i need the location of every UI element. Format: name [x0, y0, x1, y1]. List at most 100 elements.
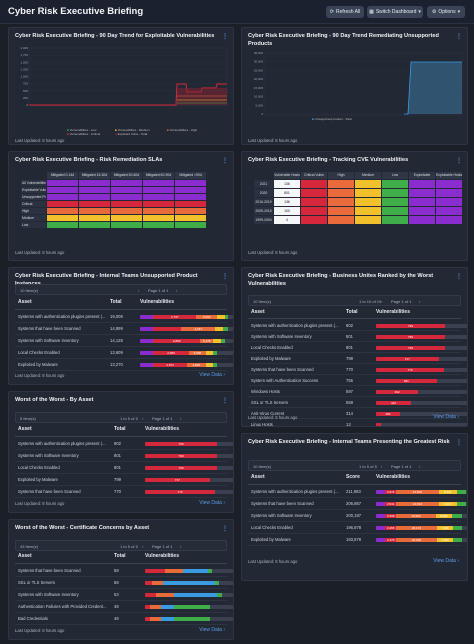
table-row[interactable]: Systems with authentication plugins pres… [15, 311, 233, 323]
cve-cell[interactable] [328, 207, 354, 215]
sla-cell[interactable] [143, 215, 174, 221]
sla-cell[interactable] [143, 201, 174, 207]
view-data-link[interactable]: View Data › [433, 414, 459, 420]
sla-cell[interactable] [111, 222, 142, 228]
sla-cell[interactable] [47, 201, 78, 207]
table-row[interactable]: Systems with Software Inventory 801 799 [248, 331, 467, 342]
panel-menu-icon[interactable]: ⋮ [222, 398, 228, 404]
asset-name[interactable]: Systems that have been Scanned [251, 366, 314, 372]
cve-cell[interactable] [328, 216, 354, 224]
table-row[interactable]: Exploited by Malware 799 717 [15, 474, 233, 486]
sla-cell[interactable] [175, 215, 206, 221]
view-data-link[interactable]: View Data › [433, 558, 459, 564]
prev-page-icon[interactable]: ‹ [142, 416, 144, 421]
asset-name[interactable]: Local Checks Enabled [251, 344, 293, 350]
table-row[interactable]: System with Authentication Success 755 691 [248, 375, 467, 386]
table-row[interactable]: SSL or TLS Servers 58 [15, 577, 233, 589]
sla-cell[interactable] [143, 208, 174, 214]
cve-cell[interactable] [355, 189, 381, 197]
asset-name[interactable]: Exploited by Malware [251, 537, 291, 542]
sla-cell[interactable] [175, 187, 206, 193]
panel-menu-icon[interactable]: ⋮ [456, 34, 462, 40]
vulnerability-bar[interactable] [376, 422, 467, 426]
vulnerability-bar[interactable]: 770 [145, 490, 233, 494]
asset-name[interactable]: Systems that have been Scanned [18, 326, 81, 331]
sla-cell[interactable] [143, 194, 174, 200]
vulnerability-bar[interactable] [145, 569, 233, 573]
column-header-total[interactable]: Total [346, 309, 358, 315]
vulnerability-bar[interactable]: 770 [376, 367, 467, 372]
sla-cell[interactable] [175, 222, 206, 228]
cve-cell[interactable]: 136 [274, 180, 300, 188]
cve-cell[interactable] [328, 189, 354, 197]
vulnerability-bar[interactable] [145, 593, 233, 597]
vulnerability-bar[interactable]: 2,869 6,178 [140, 339, 233, 343]
table-row[interactable]: Authentication Failures with Provided Cr… [15, 601, 233, 613]
vulnerability-bar[interactable]: 691 [376, 378, 467, 383]
sla-cell[interactable] [47, 208, 78, 214]
column-header-vulnerabilities[interactable]: Vulnerabilities [376, 309, 410, 315]
vulnerability-bar[interactable]: 2,871 4,820 [140, 363, 233, 367]
asset-name[interactable]: Systems with authentication plugins pres… [251, 322, 339, 328]
asset-name[interactable]: Systems with Software Inventory [18, 453, 79, 458]
table-row[interactable]: Systems with authentication plugins pres… [248, 320, 467, 331]
cve-cell[interactable] [382, 189, 408, 197]
asset-name[interactable]: System with Authentication Success [251, 377, 319, 383]
column-header-vulnerabilities[interactable]: Vulnerabilities [376, 474, 410, 480]
sla-cell[interactable] [79, 208, 110, 214]
vulnerability-bar[interactable]: 4,187 [140, 327, 233, 331]
cve-cell[interactable] [355, 198, 381, 206]
cve-cell[interactable] [436, 198, 462, 206]
column-header-vulnerabilities[interactable]: Vulnerabilities [145, 553, 179, 559]
prev-page-icon[interactable]: ‹ [138, 288, 140, 293]
column-header-asset[interactable]: Asset [251, 309, 265, 315]
column-header-asset[interactable]: Asset [18, 299, 32, 305]
cve-cell[interactable] [301, 189, 327, 197]
table-row[interactable]: Systems that have been Scanned 58 [15, 565, 233, 577]
column-header-asset[interactable]: Asset [18, 553, 32, 559]
panel-menu-icon[interactable]: ⋮ [222, 274, 228, 280]
panel-menu-icon[interactable]: ⋮ [222, 526, 228, 532]
column-header-total[interactable]: Total [110, 299, 122, 305]
sla-cell[interactable] [175, 208, 206, 214]
asset-name[interactable]: Systems with authentication plugins pres… [251, 489, 339, 494]
cve-cell[interactable]: 136 [274, 198, 300, 206]
vulnerability-bar[interactable]: 2,969 5,008 [140, 351, 233, 355]
vulnerability-bar[interactable] [145, 605, 233, 609]
vulnerability-bar[interactable]: 717 [376, 356, 467, 361]
vulnerability-bar[interactable] [145, 581, 233, 585]
vulnerability-bar[interactable]: 799 [376, 334, 467, 339]
view-data-link[interactable]: View Data › [199, 627, 225, 633]
cve-cell[interactable] [382, 180, 408, 188]
prev-page-icon[interactable]: ‹ [381, 464, 383, 469]
asset-name[interactable]: Local Checks Enabled [18, 350, 60, 355]
asset-name[interactable]: Bad Credentials [18, 616, 48, 621]
vulnerability-bar[interactable]: 492 [376, 389, 467, 394]
asset-name[interactable]: Systems that have been Scanned [251, 501, 314, 506]
cve-cell[interactable] [409, 207, 435, 215]
table-row[interactable]: Systems with Software Inventory 53 [15, 589, 233, 601]
asset-name[interactable]: Systems with authentication plugins pres… [18, 314, 106, 319]
panel-menu-icon[interactable]: ⋮ [222, 34, 228, 40]
table-row[interactable]: Exploited by Malware 193,879 2,476 20,006 7,… [248, 534, 467, 546]
column-header-vulnerabilities[interactable]: Vulnerabilities [140, 299, 174, 305]
cve-cell[interactable] [436, 189, 462, 197]
next-page-icon[interactable]: › [180, 416, 182, 421]
sla-cell[interactable] [79, 215, 110, 221]
vulnerability-bar[interactable]: 799 [376, 323, 467, 328]
column-header-vulnerabilities[interactable]: Vulnerabilities [145, 426, 179, 432]
cve-cell[interactable] [355, 207, 381, 215]
sla-cell[interactable] [111, 208, 142, 214]
next-page-icon[interactable]: › [176, 288, 178, 293]
cve-cell[interactable] [436, 207, 462, 215]
table-row[interactable]: Systems with Software Inventory 200,187 2,… [248, 510, 467, 522]
panel-menu-icon[interactable]: ⋮ [222, 158, 228, 164]
sla-cell[interactable] [143, 222, 174, 228]
asset-name[interactable]: Systems that have been Scanned [18, 489, 81, 494]
vulnerability-bar[interactable]: 799 [145, 454, 233, 458]
cve-cell[interactable] [301, 180, 327, 188]
sla-cell[interactable] [175, 180, 206, 186]
panel-menu-icon[interactable]: ⋮ [456, 158, 462, 164]
column-header-total[interactable]: Score [346, 474, 360, 480]
asset-name[interactable]: Exploited by Malware [18, 477, 58, 482]
